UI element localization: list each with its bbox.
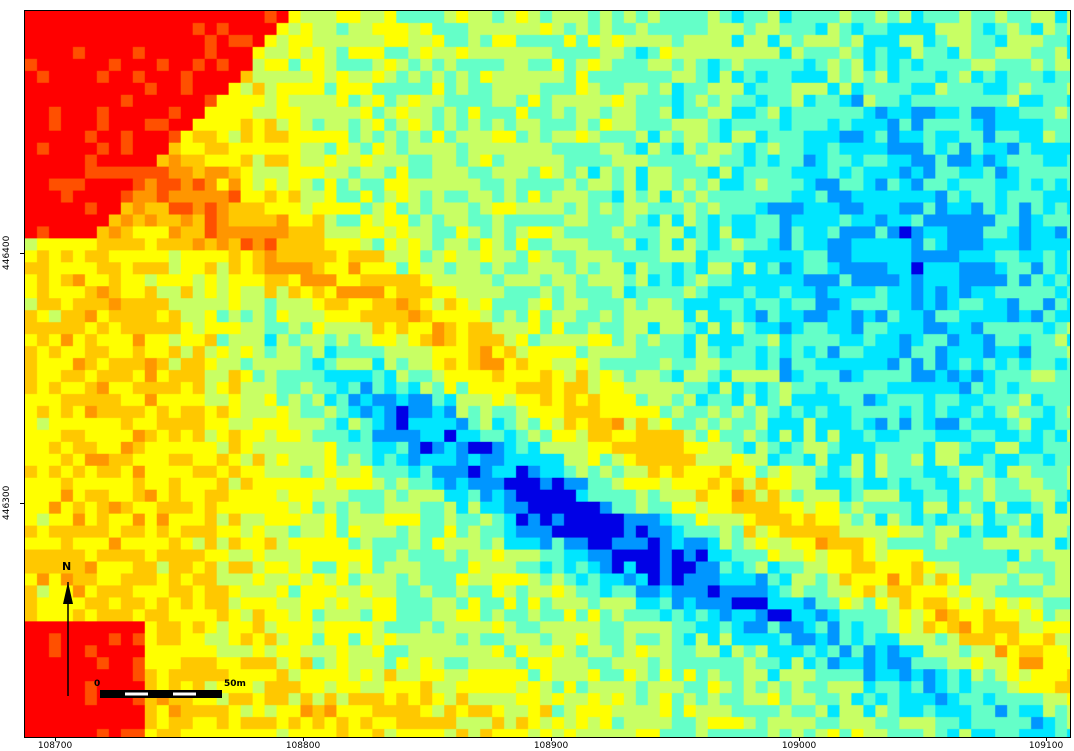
north-arrow-icon bbox=[63, 582, 73, 696]
x-tick-label: 108700 bbox=[37, 741, 73, 751]
x-tick-label: 109100 bbox=[1028, 741, 1064, 751]
x-tick-label: 108800 bbox=[285, 741, 321, 751]
y-tick-mark bbox=[20, 253, 24, 254]
x-tick-label: 109000 bbox=[781, 741, 817, 751]
y-tick-mark bbox=[20, 503, 24, 504]
north-label: N bbox=[62, 560, 72, 573]
scale-start-label: 0 bbox=[94, 679, 101, 689]
raster-canvas bbox=[25, 11, 1070, 737]
x-tick-mark bbox=[1046, 737, 1047, 741]
x-tick-label: 108900 bbox=[533, 741, 569, 751]
y-tick-label: 446400 bbox=[2, 235, 12, 271]
y-tick-label: 446300 bbox=[2, 485, 12, 521]
x-tick-mark bbox=[551, 737, 552, 741]
raster-map[interactable] bbox=[24, 10, 1071, 738]
x-tick-mark bbox=[303, 737, 304, 741]
x-tick-mark bbox=[55, 737, 56, 741]
scale-end-label: 50m bbox=[224, 679, 246, 689]
scale-bar bbox=[100, 690, 222, 698]
x-tick-mark bbox=[799, 737, 800, 741]
